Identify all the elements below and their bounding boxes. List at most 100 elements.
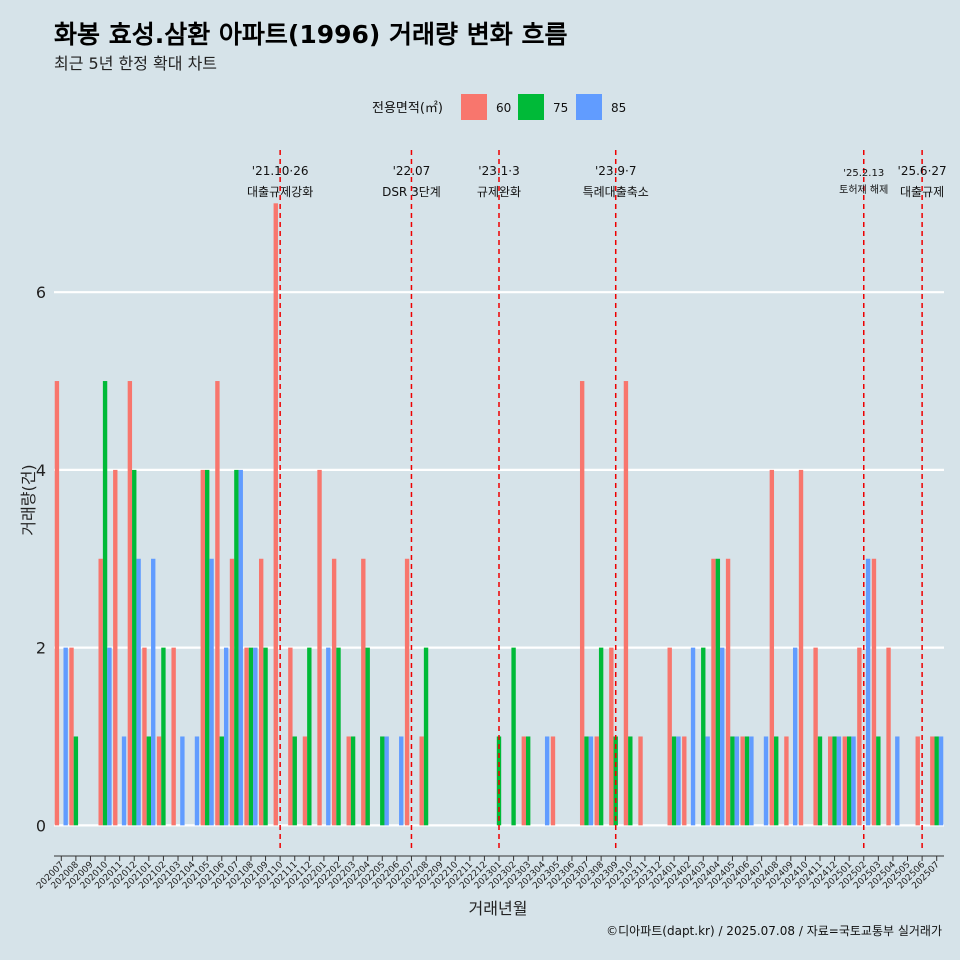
bar-75-202204 [365, 647, 370, 826]
bar-60-202409 [784, 736, 789, 826]
bar-75-202501 [846, 736, 852, 826]
bar-85-202012 [136, 558, 141, 826]
bar-75-202010 [102, 381, 108, 826]
bar-75-202507 [934, 736, 939, 826]
bar-85-202104 [194, 736, 200, 826]
x-axis-label: 거래년월 [469, 899, 528, 918]
bar-85-202407 [763, 736, 769, 826]
bar-60-202311 [638, 736, 643, 826]
bar-85-202007 [63, 647, 68, 826]
bar-75-202205 [380, 736, 385, 826]
bar-75-202112 [307, 647, 312, 826]
bar-60-202112 [302, 736, 308, 826]
bar-75-202107 [234, 469, 239, 826]
bar-75-202403 [701, 647, 706, 826]
event-markers: '21.10·26 대출규제강화 '22.07 DSR 3단계 '23.1·3 규제완화 '… [247, 150, 947, 852]
bar-60-202305 [550, 736, 556, 826]
bar-75-202307 [584, 736, 589, 826]
bar-75-202106 [219, 736, 224, 826]
bar-75-202408 [774, 736, 779, 826]
bar-60-202101 [142, 647, 147, 826]
bar-75-202101 [146, 736, 152, 826]
bar-60-202307 [579, 381, 585, 826]
bar-60-202208 [419, 736, 424, 826]
bar-85-202105 [209, 558, 214, 826]
source-caption: ©디아파트(dapt.kr) / 2025.07.08 / 자료=국토교통부 실… [606, 924, 942, 938]
bar-85-202406 [749, 736, 754, 826]
y-tick-label: 2 [36, 639, 46, 658]
bar-60-202011 [113, 469, 118, 826]
event-label: 대출규제 [900, 185, 944, 199]
bar-85-202403 [705, 736, 710, 826]
bar-75-202111 [292, 736, 297, 826]
x-axis: 2020072020082020092020102020112020122021… [35, 855, 944, 891]
bar-60-202007 [54, 381, 60, 826]
bar-60-202110 [273, 203, 278, 826]
bar-60-202506 [915, 736, 920, 826]
bar-60-202105 [200, 469, 206, 826]
legend-label-60: 60 [496, 101, 511, 115]
bar-85-202107 [238, 469, 243, 826]
event-date: '25.6·27 [898, 164, 947, 178]
bar-75-202310 [628, 736, 633, 826]
bar-75-202302 [511, 647, 516, 826]
bar-75-202109 [263, 647, 268, 826]
bar-75-202208 [423, 647, 429, 826]
y-tick-label: 0 [36, 816, 46, 835]
event-date: '23.1·3 [478, 164, 519, 178]
event-date: '25.2.13 [843, 168, 884, 179]
bars [54, 203, 944, 826]
bar-85-202401 [676, 736, 681, 826]
bar-75-202503 [876, 736, 881, 826]
bar-60-202308 [594, 736, 599, 826]
bar-85-202307 [588, 736, 594, 826]
bar-60-202406 [740, 736, 745, 826]
bar-60-202501 [842, 736, 847, 826]
bar-85-202412 [836, 736, 842, 826]
bar-60-202303 [521, 736, 526, 826]
bar-60-202102 [156, 736, 162, 826]
bar-60-202410 [798, 469, 804, 826]
bar-60-202108 [244, 647, 249, 826]
bar-60-202402 [682, 736, 687, 826]
event-date: '22.07 [393, 164, 431, 178]
bar-75-202405 [730, 736, 735, 826]
bar-85-202205 [384, 736, 389, 826]
bar-85-202108 [253, 647, 258, 826]
chart-subtitle: 최근 5년 한정 확대 차트 [54, 54, 217, 73]
bar-60-202106 [215, 381, 220, 826]
legend-title: 전용면적(㎡) [372, 101, 443, 116]
bar-75-202202 [336, 647, 341, 826]
bar-60-202202 [331, 558, 337, 826]
bar-75-202308 [598, 647, 604, 826]
bar-75-202012 [132, 469, 137, 826]
bar-85-202501 [851, 736, 856, 826]
bar-60-202203 [346, 736, 351, 826]
bar-85-202011 [121, 736, 127, 826]
bar-60-202503 [871, 558, 877, 826]
y-tick-label: 6 [36, 283, 46, 302]
event-label: 규제완화 [477, 185, 521, 199]
legend-swatch-85 [576, 94, 602, 120]
bar-60-202310 [623, 381, 629, 826]
legend-label-75: 75 [553, 101, 568, 115]
legend-swatch-60 [461, 94, 487, 120]
bar-85-202101 [151, 558, 156, 826]
bar-75-202108 [248, 647, 254, 826]
bar-85-202206 [399, 736, 404, 826]
bar-75-202303 [525, 736, 531, 826]
chart-title: 화봉 효성.삼환 아파트(1996) 거래량 변화 흐름 [54, 20, 567, 49]
bar-75-202105 [205, 469, 210, 826]
bar-85-202304 [544, 736, 550, 826]
bar-60-202408 [769, 469, 775, 826]
bar-60-202012 [127, 381, 133, 826]
bar-75-202008 [73, 736, 79, 826]
bar-60-202309 [609, 647, 614, 826]
bar-75-202411 [817, 736, 823, 826]
bar-75-202404 [715, 558, 721, 826]
event-date: '21.10·26 [252, 164, 309, 178]
bar-60-202405 [725, 558, 731, 826]
event-date: '23.9·7 [595, 164, 636, 178]
bar-60-202201 [317, 469, 322, 826]
event-label: 대출규제강화 [247, 185, 313, 199]
